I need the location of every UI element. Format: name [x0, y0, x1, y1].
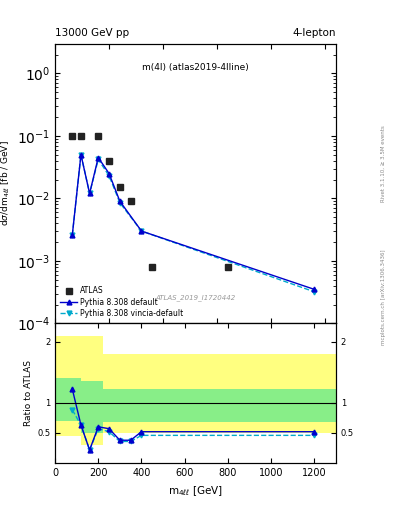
Pythia 8.308 vincia-default [79, 152, 83, 158]
ATLAS [118, 184, 122, 190]
Text: ATLAS_2019_I1720442: ATLAS_2019_I1720442 [155, 294, 236, 301]
ATLAS [96, 133, 101, 139]
Text: 13000 GeV pp: 13000 GeV pp [55, 28, 129, 38]
Pythia 8.308 vincia-default [312, 289, 317, 295]
Line: ATLAS: ATLAS [69, 133, 231, 270]
Pythia 8.308 vincia-default [139, 228, 144, 234]
ATLAS [79, 133, 83, 139]
Text: Rivet 3.1.10, ≥ 3.5M events: Rivet 3.1.10, ≥ 3.5M events [381, 125, 386, 202]
ATLAS [70, 133, 75, 139]
Pythia 8.308 default [312, 286, 317, 292]
Text: mcplots.cern.ch [arXiv:1306.3436]: mcplots.cern.ch [arXiv:1306.3436] [381, 249, 386, 345]
Line: Pythia 8.308 default: Pythia 8.308 default [70, 152, 317, 292]
Pythia 8.308 default [96, 155, 101, 161]
Pythia 8.308 default [107, 170, 112, 177]
ATLAS [107, 158, 112, 164]
Pythia 8.308 vincia-default [87, 190, 92, 197]
Pythia 8.308 default [118, 198, 122, 204]
Y-axis label: d$\sigma$/dm$_{4\ell\ell}$ [fb / GeV]: d$\sigma$/dm$_{4\ell\ell}$ [fb / GeV] [0, 140, 13, 226]
Pythia 8.308 default [139, 228, 144, 234]
Text: m(4l) (atlas2019-4lline): m(4l) (atlas2019-4lline) [142, 63, 249, 72]
Legend: ATLAS, Pythia 8.308 default, Pythia 8.308 vincia-default: ATLAS, Pythia 8.308 default, Pythia 8.30… [59, 285, 185, 319]
Y-axis label: Ratio to ATLAS: Ratio to ATLAS [24, 360, 33, 426]
Pythia 8.308 default [70, 232, 75, 238]
ATLAS [129, 198, 133, 204]
Pythia 8.308 default [87, 190, 92, 197]
Pythia 8.308 vincia-default [107, 173, 112, 179]
Pythia 8.308 vincia-default [70, 232, 75, 238]
Text: 4-lepton: 4-lepton [292, 28, 336, 38]
Pythia 8.308 vincia-default [118, 200, 122, 206]
Line: Pythia 8.308 vincia-default: Pythia 8.308 vincia-default [70, 152, 317, 294]
Pythia 8.308 default [79, 152, 83, 158]
ATLAS [226, 264, 230, 270]
Pythia 8.308 vincia-default [96, 156, 101, 162]
ATLAS [150, 264, 155, 270]
X-axis label: m$_{4\ell\ell}$ [GeV]: m$_{4\ell\ell}$ [GeV] [168, 484, 223, 498]
